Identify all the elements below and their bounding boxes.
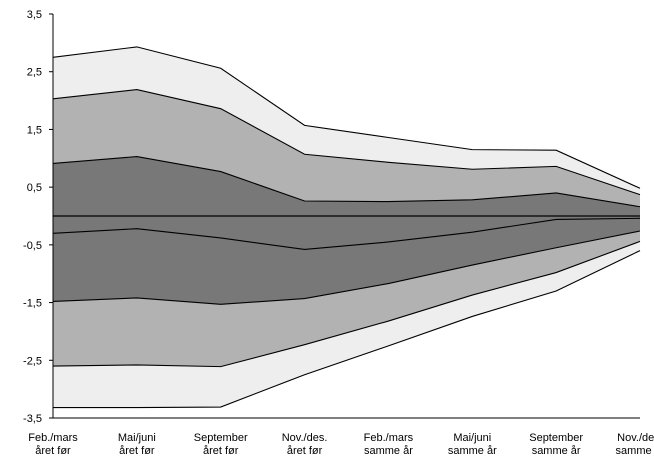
y-tick-label: -0,5: [23, 240, 42, 252]
series-line-upper-inner: [52, 156, 641, 208]
y-tick-label: 0,5: [27, 182, 42, 194]
y-tick-label: -1,5: [23, 298, 42, 310]
y-tick-label: -2,5: [23, 355, 42, 367]
band-lower-middle: [53, 231, 640, 367]
x-tick-label: Feb./mars samme år: [364, 432, 414, 457]
y-tick-label: 1,5: [27, 124, 42, 136]
band-lower-outer: [53, 241, 640, 408]
lines-layer: [52, 46, 641, 409]
series-line-lower-inner: [52, 217, 641, 251]
y-tick-label: 2,5: [27, 67, 42, 79]
labels-layer: 3,5 2,5 1,5 0,5 -0,5 -1,5 -2,5 -3,5 Feb./mars åre…: [23, 9, 654, 457]
band-lower-inner: [53, 218, 640, 305]
x-tick-label: September året før: [194, 432, 248, 457]
band-lower-zero: [53, 216, 640, 250]
bands-layer: [53, 46, 640, 408]
series-line-upper-outer: [52, 46, 641, 189]
axes-layer: [49, 13, 640, 419]
band-upper-inner: [53, 156, 640, 216]
x-tick-label: Mai/juni året før: [118, 432, 156, 457]
band-upper-outer: [53, 46, 640, 195]
y-tick-label: -3,5: [23, 413, 42, 425]
series-line-lower-middle: [52, 230, 641, 305]
series-line-upper-middle: [52, 89, 641, 196]
x-tick-label: Nov./des.samme år: [616, 432, 654, 457]
x-tick-label: Nov./des. året før: [282, 432, 328, 457]
band-upper-middle: [53, 89, 640, 207]
series-line-lower-outer-2: [53, 250, 641, 409]
y-tick-label: 3,5: [27, 9, 42, 21]
x-tick-label: Mai/juni samme år: [448, 432, 497, 457]
x-tick-label: Feb./mars året før: [28, 432, 78, 457]
series-line-lower-outer-1: [52, 240, 641, 368]
x-tick-label: September samme år: [529, 432, 583, 457]
